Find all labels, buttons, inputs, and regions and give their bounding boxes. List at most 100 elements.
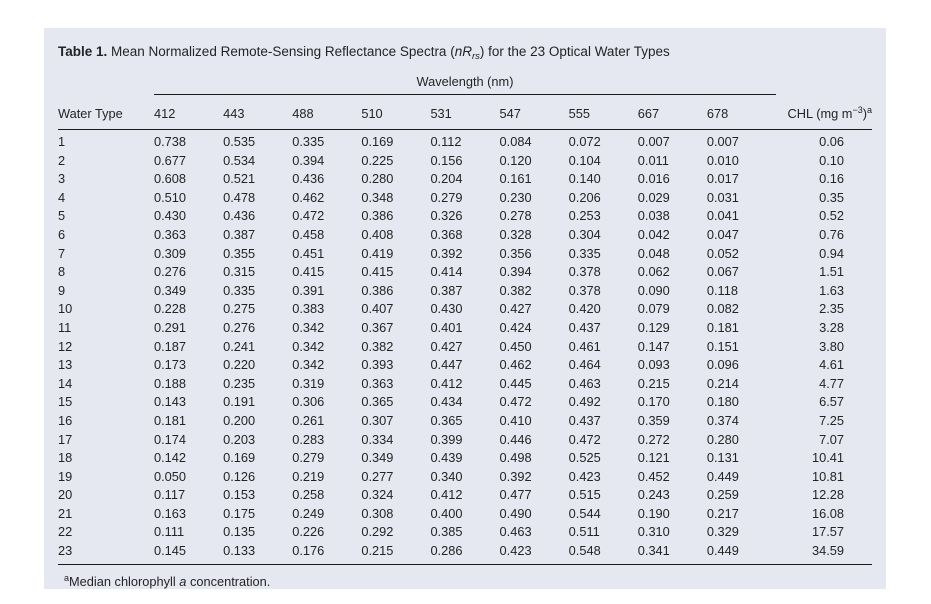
- table-row: 11 0.291 0.276 0.342 0.367 0.401 0.424 0…: [58, 319, 872, 338]
- reflectance-cell: 0.498: [499, 450, 532, 466]
- water-type-column-header: Water Type: [58, 94, 154, 130]
- reflectance-cell: 0.525: [568, 450, 601, 466]
- reflectance-cell: 0.067: [706, 264, 739, 280]
- chl-cell: 10.41: [811, 450, 844, 466]
- reflectance-cell: 0.391: [292, 282, 325, 298]
- chl-cell: 7.25: [819, 412, 844, 428]
- chl-cell: 0.76: [819, 226, 844, 242]
- reflectance-cell: 0.392: [499, 468, 532, 484]
- table-row: 14 0.188 0.235 0.319 0.363 0.412 0.445 0…: [58, 375, 872, 394]
- reflectance-cell: 0.368: [430, 226, 463, 242]
- reflectance-cell: 0.079: [637, 301, 670, 317]
- reflectance-cell: 0.462: [292, 189, 325, 205]
- reflectance-cell: 0.738: [154, 134, 187, 149]
- reflectance-cell: 0.378: [568, 282, 601, 298]
- chl-cell: 0.16: [819, 171, 844, 187]
- reflectance-cell: 0.104: [568, 152, 601, 168]
- reflectance-cell: 0.007: [637, 134, 670, 149]
- chl-cell: 0.94: [819, 245, 844, 261]
- reflectance-cell: 0.348: [361, 189, 394, 205]
- reflectance-cell: 0.188: [154, 375, 187, 391]
- table-row: 8 0.276 0.315 0.415 0.415 0.414 0.394 0.…: [58, 263, 872, 282]
- reflectance-cell: 0.515: [568, 487, 601, 503]
- reflectance-cell: 0.478: [223, 189, 256, 205]
- reflectance-cell: 0.173: [154, 357, 187, 373]
- reflectance-cell: 0.170: [637, 394, 670, 410]
- reflectance-cell: 0.084: [499, 134, 532, 149]
- reflectance-cell: 0.419: [361, 245, 394, 261]
- wavelength-column-header-555: 555: [568, 94, 638, 130]
- reflectance-cell: 0.449: [706, 468, 739, 484]
- reflectance-cell: 0.437: [568, 319, 601, 335]
- wavelength-column-header-488: 488: [292, 94, 362, 130]
- reflectance-cell: 0.180: [706, 394, 739, 410]
- reflectance-cell: 0.135: [223, 524, 256, 540]
- reflectance-cell: 0.120: [499, 152, 532, 168]
- wavelength-column-header-678: 678: [706, 94, 776, 130]
- reflectance-cell: 0.608: [154, 171, 187, 187]
- reflectance-cell: 0.387: [223, 226, 256, 242]
- reflectance-cell: 0.677: [154, 152, 187, 168]
- table-row: 6 0.363 0.387 0.458 0.408 0.368 0.328 0.…: [58, 226, 872, 245]
- reflectance-cell: 0.280: [706, 431, 739, 447]
- water-type-cell: 13: [58, 357, 73, 373]
- reflectance-cell: 0.427: [499, 301, 532, 317]
- reflectance-cell: 0.363: [361, 375, 394, 391]
- chl-cell: 3.80: [819, 338, 844, 354]
- footnote-italic-a: a: [179, 573, 187, 589]
- reflectance-cell: 0.258: [292, 487, 325, 503]
- reflectance-cell: 0.151: [706, 338, 739, 354]
- reflectance-cell: 0.319: [292, 375, 325, 391]
- reflectance-cell: 0.382: [499, 282, 532, 298]
- table-footnote: aMedian chlorophyll a concentration.: [64, 572, 271, 589]
- reflectance-cell: 0.215: [361, 542, 431, 565]
- reflectance-cell: 0.304: [568, 226, 601, 242]
- reflectance-cell: 0.534: [223, 152, 256, 168]
- table-row: 22 0.111 0.135 0.226 0.292 0.385 0.463 0…: [58, 523, 872, 542]
- reflectance-cell: 0.275: [223, 301, 256, 317]
- water-type-cell: 16: [58, 412, 73, 428]
- reflectance-cell: 0.235: [223, 375, 256, 391]
- reflectance-cell: 0.215: [637, 375, 670, 391]
- reflectance-cell: 0.118: [706, 282, 738, 298]
- table-row: 19 0.050 0.126 0.219 0.277 0.340 0.392 0…: [58, 468, 872, 487]
- reflectance-cell: 0.445: [499, 375, 532, 391]
- reflectance-cell: 0.228: [154, 301, 187, 317]
- table-row: 17 0.174 0.203 0.283 0.334 0.399 0.446 0…: [58, 431, 872, 450]
- chl-cell: 0.06: [819, 134, 844, 149]
- reflectance-cell: 0.392: [430, 245, 463, 261]
- water-type-cell: 12: [58, 338, 73, 354]
- reflectance-cell: 0.029: [637, 189, 670, 205]
- reflectance-cell: 0.156: [430, 152, 463, 168]
- reflectance-cell: 0.434: [430, 394, 463, 410]
- reflectance-cell: 0.410: [499, 412, 532, 428]
- chl-cell: 1.51: [819, 264, 844, 280]
- reflectance-cell: 0.253: [568, 208, 601, 224]
- reflectance-cell: 0.463: [499, 524, 532, 540]
- water-type-cell: 15: [58, 394, 73, 410]
- reflectance-cell: 0.145: [154, 542, 224, 565]
- reflectance-cell: 0.225: [361, 152, 394, 168]
- reflectance-cell: 0.342: [292, 357, 325, 373]
- reflectance-cell: 0.010: [706, 152, 739, 168]
- reflectance-cell: 0.042: [637, 226, 670, 242]
- reflectance-cell: 0.382: [361, 338, 394, 354]
- data-table: Wavelength (nm) Water Type 412 443 488 5…: [58, 72, 872, 565]
- reflectance-cell: 0.112: [430, 134, 462, 149]
- reflectance-cell: 0.472: [499, 394, 532, 410]
- table-row: 9 0.349 0.335 0.391 0.386 0.387 0.382 0.…: [58, 282, 872, 301]
- wavelength-column-header-531: 531: [430, 94, 500, 130]
- water-type-cell: 9: [58, 282, 66, 298]
- chl-cell: 0.52: [819, 208, 844, 224]
- reflectance-cell: 0.206: [568, 189, 601, 205]
- reflectance-cell: 0.408: [361, 226, 394, 242]
- reflectance-cell: 0.365: [361, 394, 394, 410]
- wavelength-group-row: Wavelength (nm): [58, 72, 872, 95]
- table-row: 2 0.677 0.534 0.394 0.225 0.156 0.120 0.…: [58, 152, 872, 171]
- reflectance-cell: 0.292: [361, 524, 394, 540]
- chl-cell: 0.10: [819, 152, 844, 168]
- table-row: 18 0.142 0.169 0.279 0.349 0.439 0.498 0…: [58, 449, 872, 468]
- reflectance-cell: 0.278: [499, 208, 532, 224]
- reflectance-cell: 0.367: [361, 319, 394, 335]
- reflectance-cell: 0.277: [361, 468, 394, 484]
